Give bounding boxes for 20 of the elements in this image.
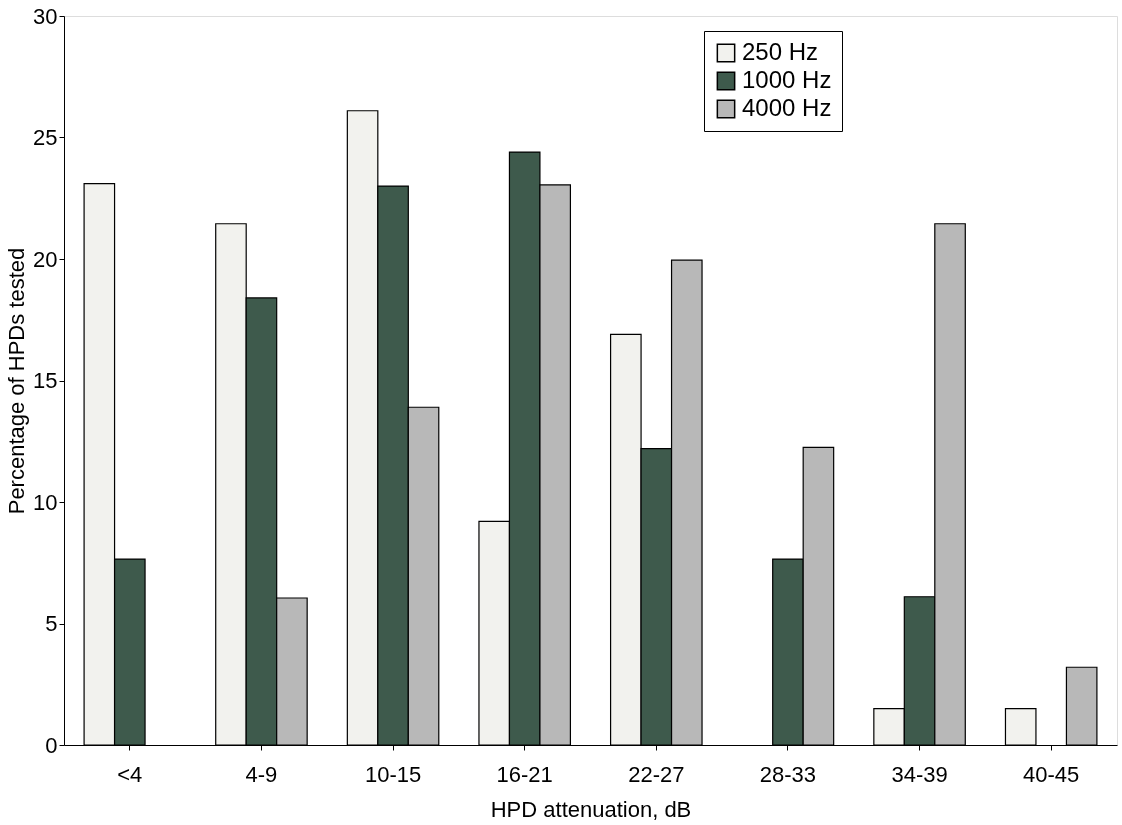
x-tick-label: 28-33 [759,761,817,787]
x-tick-label: 22-27 [628,761,685,787]
legend-label: 1000 Hz [742,66,832,93]
y-tick-label: 15 [33,368,58,393]
x-tick-label: 34-39 [891,761,948,787]
x-tick-label: 40-45 [1023,761,1080,787]
x-tick-label: <4 [117,761,143,787]
x-tick-label: 10-15 [364,761,422,787]
y-tick-label: 5 [45,611,58,636]
y-tick-label: 0 [45,732,58,758]
y-tick-label: 30 [33,3,58,29]
y-axis-title: Percentage of HPDs tested [4,247,30,515]
legend-label: 250 Hz [742,38,819,65]
x-axis-title: HPD attenuation, dB [490,796,692,822]
y-tick-label: 10 [33,489,58,515]
y-tick-label: 25 [33,125,58,150]
x-tick-label: 16-21 [496,761,553,787]
x-tick-label: 4-9 [245,761,278,787]
legend-label: 4000 Hz [742,94,832,121]
y-tick-label: 20 [33,246,58,272]
